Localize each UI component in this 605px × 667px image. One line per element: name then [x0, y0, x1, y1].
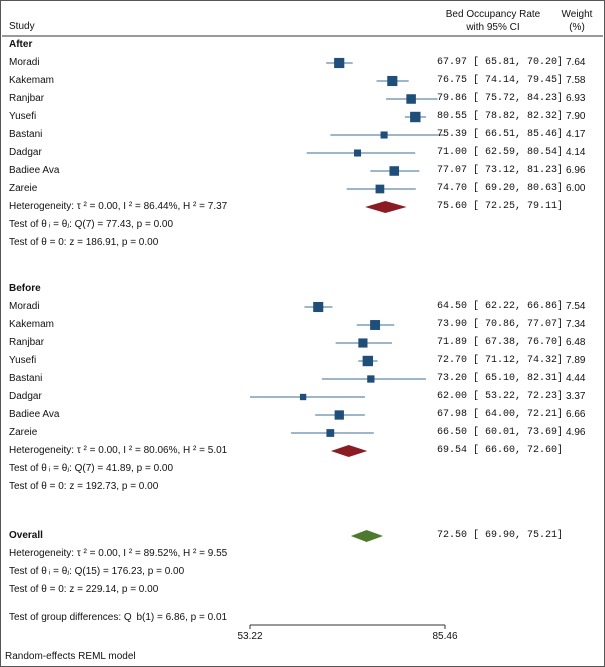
estimate-marker-after-zareie	[375, 184, 385, 194]
estimate-marker-after-ranjbar	[406, 94, 416, 104]
study-weight-before-moradi: 7.54	[566, 301, 586, 312]
study-ci-before-moradi: 64.50 [ 62.22, 66.86]	[437, 301, 564, 312]
estimate-marker-before-zareie	[326, 429, 335, 437]
study-weight-before-bastani: 4.44	[566, 373, 586, 384]
study-ci-after-badiee-ava: 77.07 [ 73.12, 81.23]	[437, 165, 564, 176]
study-weight-after-bastani: 4.17	[566, 129, 586, 140]
weight-column-header-line2: (%)	[569, 22, 585, 33]
study-weight-before-ranjbar: 6.48	[566, 337, 586, 348]
estimate-marker-before-kakemam	[370, 320, 381, 330]
study-name-after-ranjbar: Ranjbar	[9, 93, 45, 104]
study-name-before-bastani: Bastani	[9, 373, 43, 384]
estimate-marker-before-dadgar	[299, 393, 307, 401]
study-name-before-dadgar: Dadgar	[9, 391, 42, 402]
summary-ci-before: 69.54 [ 66.60, 72.60]	[437, 445, 564, 456]
study-ci-before-badiee-ava: 67.98 [ 64.00, 72.21]	[437, 409, 564, 420]
test-before-0: Test of θ ᵢ = θⱼ: Q(7) = 41.89, p = 0.00	[9, 463, 174, 474]
study-ci-after-yusefi: 80.55 [ 78.82, 82.32]	[437, 111, 564, 122]
overall-label: Overall	[9, 530, 43, 541]
model-note: Random-effects REML model	[5, 651, 136, 662]
study-name-before-badiee-ava: Badiee Ava	[9, 409, 60, 420]
test-before-1: Test of θ = 0: z = 192.73, p = 0.00	[9, 481, 159, 492]
study-ci-before-yusefi: 72.70 [ 71.12, 74.32]	[437, 355, 564, 366]
heterogeneity-after: Heterogeneity: τ ² = 0.00, I ² = 86.44%,…	[9, 201, 228, 212]
heterogeneity-overall: Heterogeneity: τ ² = 0.00, I ² = 89.52%,…	[9, 548, 228, 559]
study-weight-after-badiee-ava: 6.96	[566, 165, 586, 176]
study-ci-before-zareie: 66.50 [ 60.01, 73.69]	[437, 427, 564, 438]
study-name-before-yusefi: Yusefi	[9, 355, 37, 366]
weight-column-header-line1: Weight	[561, 9, 593, 20]
study-ci-after-moradi: 67.97 [ 65.81, 70.20]	[437, 57, 564, 68]
study-weight-after-ranjbar: 6.93	[566, 93, 586, 104]
rate-column-header-line2: with 95% CI	[466, 22, 520, 33]
study-weight-before-dadgar: 3.37	[566, 391, 586, 402]
study-weight-after-yusefi: 7.90	[566, 111, 586, 122]
rate-column-header-line1: Bed Occupancy Rate	[445, 9, 541, 20]
estimate-marker-before-bastani	[367, 375, 375, 383]
study-name-after-kakemam: Kakemam	[9, 75, 55, 86]
estimate-marker-after-moradi	[334, 57, 345, 69]
study-weight-before-badiee-ava: 6.66	[566, 409, 586, 420]
study-name-before-zareie: Zareie	[9, 427, 38, 438]
study-name-after-bastani: Bastani	[9, 129, 43, 140]
study-name-after-badiee-ava: Badiee Ava	[9, 165, 60, 176]
study-ci-before-dadgar: 62.00 [ 53.22, 72.23]	[437, 391, 564, 402]
study-weight-after-dadgar: 4.14	[566, 147, 586, 158]
estimate-marker-after-dadgar	[354, 149, 362, 157]
estimate-marker-after-yusefi	[410, 111, 421, 123]
x-tick-label-min: 53.22	[237, 631, 263, 642]
estimate-marker-before-moradi	[313, 301, 324, 313]
overall-ci: 72.50 [ 69.90, 75.21]	[437, 530, 564, 541]
study-name-after-dadgar: Dadgar	[9, 147, 42, 158]
study-column-header: Study	[9, 21, 35, 32]
study-name-before-kakemam: Kakemam	[9, 319, 55, 330]
study-name-before-ranjbar: Ranjbar	[9, 337, 45, 348]
study-name-after-zareie: Zareie	[9, 183, 38, 194]
estimate-marker-before-badiee-ava	[334, 410, 344, 420]
test-after-1: Test of θ = 0: z = 186.91, p = 0.00	[9, 237, 159, 248]
study-ci-before-kakemam: 73.90 [ 70.86, 77.07]	[437, 319, 564, 330]
summary-ci-after: 75.60 [ 72.25, 79.11]	[437, 201, 564, 212]
heterogeneity-before: Heterogeneity: τ ² = 0.00, I ² = 80.06%,…	[9, 445, 228, 456]
summary-diamond-before	[330, 445, 368, 457]
study-weight-before-yusefi: 7.89	[566, 355, 586, 366]
study-ci-after-ranjbar: 79.86 [ 75.72, 84.23]	[437, 93, 564, 104]
estimate-marker-after-bastani	[380, 131, 388, 139]
estimate-marker-before-yusefi	[362, 355, 374, 367]
study-ci-after-dadgar: 71.00 [ 62.59, 80.54]	[437, 147, 564, 158]
study-name-before-moradi: Moradi	[9, 301, 40, 312]
test-overall-0: Test of θ ᵢ = θⱼ: Q(15) = 176.23, p = 0.…	[9, 566, 185, 577]
study-weight-before-kakemam: 7.34	[566, 319, 586, 330]
study-weight-after-zareie: 6.00	[566, 183, 586, 194]
study-weight-after-moradi: 7.64	[566, 57, 586, 68]
group-label-after: After	[9, 39, 33, 50]
study-ci-after-bastani: 75.39 [ 66.51, 85.46]	[437, 129, 564, 140]
study-ci-after-zareie: 74.70 [ 69.20, 80.63]	[437, 183, 564, 194]
estimate-marker-before-ranjbar	[358, 338, 368, 348]
study-name-after-moradi: Moradi	[9, 57, 40, 68]
test-overall-1: Test of θ = 0: z = 229.14, p = 0.00	[9, 584, 159, 595]
study-weight-after-kakemam: 7.58	[566, 75, 586, 86]
study-name-after-yusefi: Yusefi	[9, 111, 37, 122]
x-tick-label-max: 85.46	[432, 631, 458, 642]
group-label-before: Before	[9, 283, 41, 294]
study-ci-before-ranjbar: 71.89 [ 67.38, 76.70]	[437, 337, 564, 348]
test-after-0: Test of θ ᵢ = θⱼ: Q(7) = 77.43, p = 0.00	[9, 219, 174, 230]
study-ci-after-kakemam: 76.75 [ 74.14, 79.45]	[437, 75, 564, 86]
estimate-marker-after-badiee-ava	[389, 166, 400, 176]
group-differences-test: Test of group differences: Q b(1) = 6.86…	[9, 612, 228, 623]
study-weight-before-zareie: 4.96	[566, 427, 586, 438]
summary-diamond-after	[365, 201, 407, 213]
study-ci-before-bastani: 73.20 [ 65.10, 82.31]	[437, 373, 564, 384]
overall-diamond	[350, 530, 384, 542]
estimate-marker-after-kakemam	[387, 75, 398, 87]
